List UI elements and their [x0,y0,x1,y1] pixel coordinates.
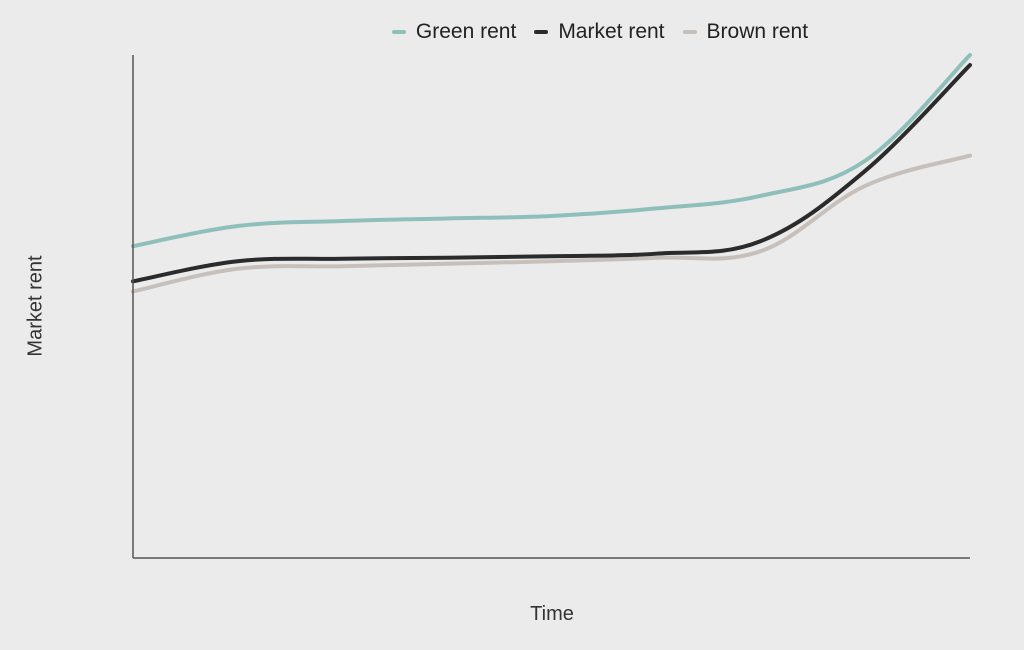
series-line-brown-rent [131,153,972,294]
legend-swatch-brown [682,30,697,34]
x-axis-label: Time [530,603,574,625]
legend-item-market: Market rent [534,20,665,44]
y-axis-label: Market rent [24,255,47,357]
legend: Green rent Market rent Brown rent [0,20,1024,44]
series-line-green-rent [131,53,972,249]
legend-label-green: Green rent [415,20,517,43]
legend-swatch-green [391,30,406,34]
legend-item-brown: Brown rent [682,20,809,44]
legend-item-green: Green rent [391,20,517,44]
series-line-market-rent [131,63,972,284]
legend-label-brown: Brown rent [706,20,809,43]
legend-swatch-market [534,30,549,34]
series-layer [131,53,972,294]
legend-label-market: Market rent [558,20,665,43]
